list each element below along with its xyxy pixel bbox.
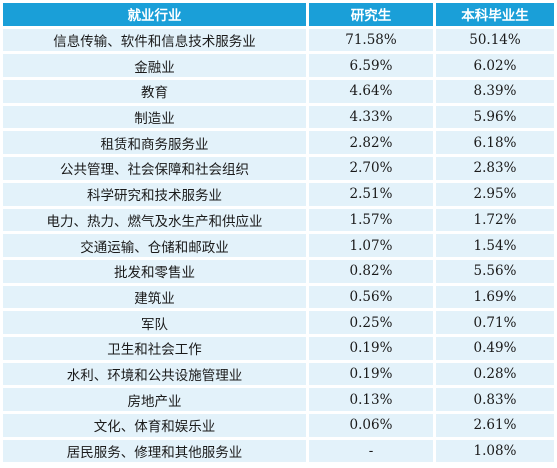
graduate-cell: 6.59% — [309, 54, 433, 78]
undergraduate-cell: 2.61% — [436, 414, 554, 437]
undergraduate-cell: 50.14% — [436, 28, 554, 52]
table-row: 金融业 6.59% 6.02% — [3, 54, 554, 78]
header-industry: 就业行业 — [3, 3, 306, 26]
graduate-cell: 2.82% — [309, 131, 433, 155]
graduate-cell: 0.19% — [309, 362, 433, 386]
industry-cell: 科学研究和技术服务业 — [3, 182, 306, 206]
industry-cell: 教育 — [3, 80, 306, 103]
graduate-cell: 2.51% — [309, 182, 433, 206]
undergraduate-cell: 2.83% — [436, 157, 554, 180]
header-undergraduate: 本科毕业生 — [436, 3, 554, 26]
undergraduate-cell: 5.96% — [436, 105, 554, 129]
industry-cell: 居民服务、修理和其他服务业 — [3, 439, 306, 463]
table-row: 卫生和社会工作 0.19% 0.49% — [3, 336, 554, 360]
industry-cell: 租赁和商务服务业 — [3, 131, 306, 155]
undergraduate-cell: 0.71% — [436, 311, 554, 334]
table-row: 电力、热力、燃气及水生产和供应业 1.57% 1.72% — [3, 208, 554, 232]
undergraduate-cell: 1.72% — [436, 208, 554, 232]
graduate-cell: 0.06% — [309, 414, 433, 437]
industry-cell: 制造业 — [3, 105, 306, 129]
table-row: 教育 4.64% 8.39% — [3, 80, 554, 103]
header-graduate: 研究生 — [309, 3, 433, 26]
undergraduate-cell: 2.95% — [436, 182, 554, 206]
graduate-cell: 0.56% — [309, 285, 433, 309]
industry-cell: 文化、体育和娱乐业 — [3, 414, 306, 437]
graduate-cell: 0.13% — [309, 388, 433, 411]
industry-cell: 电力、热力、燃气及水生产和供应业 — [3, 208, 306, 232]
graduate-cell: 1.07% — [309, 234, 433, 257]
industry-cell: 水利、环境和公共设施管理业 — [3, 362, 306, 386]
table-row: 信息传输、软件和信息技术服务业 71.58% 50.14% — [3, 28, 554, 52]
graduate-cell: 71.58% — [309, 28, 433, 52]
table-row: 房地产业 0.13% 0.83% — [3, 388, 554, 411]
graduate-cell: - — [309, 439, 433, 463]
undergraduate-cell: 0.83% — [436, 388, 554, 411]
undergraduate-cell: 5.56% — [436, 259, 554, 283]
industry-cell: 房地产业 — [3, 388, 306, 411]
graduate-cell: 0.82% — [309, 259, 433, 283]
undergraduate-cell: 1.08% — [436, 439, 554, 463]
employment-table: 就业行业 研究生 本科毕业生 信息传输、软件和信息技术服务业 71.58% 50.1… — [3, 3, 554, 463]
table-row: 居民服务、修理和其他服务业 -1.08% — [3, 439, 554, 463]
table-row: 租赁和商务服务业 2.82% 6.18% — [3, 131, 554, 155]
industry-cell: 交通运输、仓储和邮政业 — [3, 234, 306, 257]
table-row: 公共管理、社会保障和社会组织 2.70% 2.83% — [3, 157, 554, 180]
undergraduate-cell: 0.49% — [436, 336, 554, 360]
table-row: 军队 0.25% 0.71% — [3, 311, 554, 334]
industry-cell: 公共管理、社会保障和社会组织 — [3, 157, 306, 180]
table-row: 批发和零售业 0.82% 5.56% — [3, 259, 554, 283]
table-row: 水利、环境和公共设施管理业 0.19% 0.28% — [3, 362, 554, 386]
industry-cell: 卫生和社会工作 — [3, 336, 306, 360]
table-header-row: 就业行业 研究生 本科毕业生 — [3, 3, 554, 26]
graduate-cell: 0.19% — [309, 336, 433, 360]
industry-cell: 军队 — [3, 311, 306, 334]
industry-cell: 信息传输、软件和信息技术服务业 — [3, 28, 306, 52]
undergraduate-cell: 0.28% — [436, 362, 554, 386]
graduate-cell: 2.70% — [309, 157, 433, 180]
graduate-cell: 4.64% — [309, 80, 433, 103]
graduate-cell: 1.57% — [309, 208, 433, 232]
undergraduate-cell: 6.18% — [436, 131, 554, 155]
undergraduate-cell: 1.69% — [436, 285, 554, 309]
industry-cell: 金融业 — [3, 54, 306, 78]
graduate-cell: 4.33% — [309, 105, 433, 129]
undergraduate-cell: 8.39% — [436, 80, 554, 103]
graduate-cell: 0.25% — [309, 311, 433, 334]
undergraduate-cell: 6.02% — [436, 54, 554, 78]
industry-cell: 建筑业 — [3, 285, 306, 309]
table-row: 交通运输、仓储和邮政业 1.07% 1.54% — [3, 234, 554, 257]
table-row: 文化、体育和娱乐业 0.06% 2.61% — [3, 414, 554, 437]
undergraduate-cell: 1.54% — [436, 234, 554, 257]
table-row: 建筑业 0.56% 1.69% — [3, 285, 554, 309]
industry-cell: 批发和零售业 — [3, 259, 306, 283]
table-row: 制造业 4.33% 5.96% — [3, 105, 554, 129]
table-row: 科学研究和技术服务业 2.51% 2.95% — [3, 182, 554, 206]
